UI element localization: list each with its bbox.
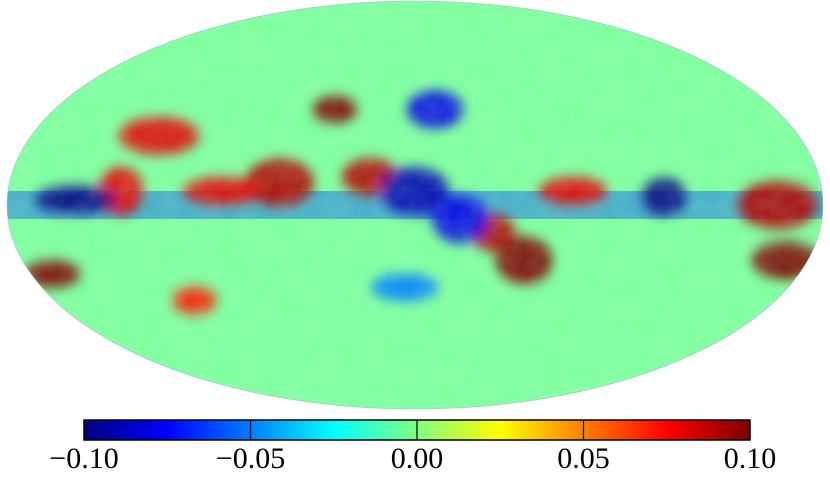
map-outline: [6, 0, 824, 410]
colorbar-tick-label: 0.00: [390, 442, 444, 475]
colorbar-tick-label: 0.05: [557, 442, 610, 475]
colorbar-tick-label: 0.10: [723, 442, 777, 475]
colorbar: [83, 419, 751, 441]
colorbar-tick-label: −0.10: [49, 442, 119, 475]
map-texture: [7, 1, 823, 409]
colorbar-tick-label: −0.05: [215, 442, 286, 475]
colorbar-ticks: [249, 420, 585, 440]
